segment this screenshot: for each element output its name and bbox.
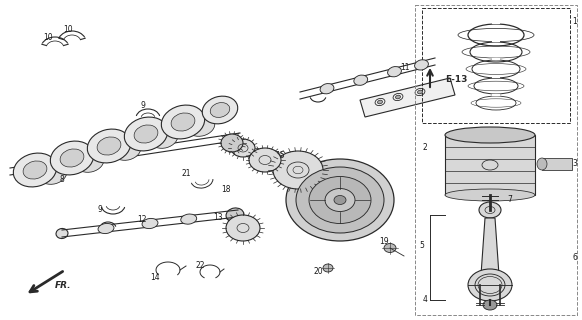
Text: 10: 10 [43,34,53,43]
Bar [422,8,570,123]
Ellipse shape [13,153,56,187]
Ellipse shape [320,84,334,94]
Ellipse shape [23,161,47,179]
Ellipse shape [396,95,400,99]
Ellipse shape [76,152,104,172]
Text: 14: 14 [150,274,160,283]
Ellipse shape [354,75,368,85]
Ellipse shape [249,148,281,172]
Ellipse shape [87,129,131,163]
Ellipse shape [226,208,244,222]
Ellipse shape [323,264,333,272]
Text: 22: 22 [195,260,205,269]
Ellipse shape [231,139,255,157]
Text: 13: 13 [213,213,223,222]
Ellipse shape [226,215,260,241]
Ellipse shape [98,223,114,234]
Text: 10: 10 [63,26,73,35]
Ellipse shape [181,214,197,224]
Ellipse shape [97,137,121,155]
Text: 5: 5 [420,241,424,250]
Ellipse shape [134,125,158,143]
Text: 9: 9 [98,205,102,214]
Text: 15: 15 [275,150,285,159]
Ellipse shape [142,219,158,228]
Text: 20: 20 [313,268,323,276]
Bar [415,5,577,315]
Polygon shape [481,218,499,275]
Ellipse shape [537,158,547,170]
Text: 11: 11 [400,63,410,73]
Ellipse shape [125,117,168,151]
Bar [542,158,572,170]
Text: 21: 21 [181,169,191,178]
Ellipse shape [210,103,230,117]
Ellipse shape [417,90,423,94]
Ellipse shape [378,100,382,104]
Text: E-13: E-13 [445,76,467,84]
Bar [445,135,535,195]
Text: 17: 17 [223,135,233,145]
Ellipse shape [445,127,535,143]
Ellipse shape [60,149,84,167]
Ellipse shape [296,167,384,233]
Ellipse shape [56,228,68,238]
Text: 18: 18 [221,186,230,195]
Ellipse shape [39,164,67,184]
Ellipse shape [384,244,396,252]
Ellipse shape [171,113,195,131]
Ellipse shape [483,300,497,310]
Ellipse shape [479,202,501,218]
Ellipse shape [388,67,402,77]
Text: 6: 6 [573,253,577,262]
Ellipse shape [113,140,141,160]
Ellipse shape [50,141,94,175]
Text: 7: 7 [508,196,512,204]
Ellipse shape [203,96,237,124]
Ellipse shape [414,60,428,70]
Ellipse shape [334,196,346,204]
Text: 16: 16 [245,148,255,157]
Text: 4: 4 [423,295,427,305]
Text: 8: 8 [59,175,65,185]
Text: 1: 1 [573,18,577,27]
Text: FR.: FR. [55,281,72,290]
Ellipse shape [187,116,215,136]
Ellipse shape [221,134,243,152]
Ellipse shape [161,105,205,139]
Ellipse shape [445,189,535,201]
Text: 12: 12 [137,215,147,225]
Ellipse shape [273,151,323,189]
Polygon shape [360,78,455,117]
Ellipse shape [286,159,394,241]
Text: 19: 19 [379,237,389,246]
Text: 3: 3 [573,158,577,167]
Ellipse shape [309,177,371,223]
Ellipse shape [325,188,355,212]
Ellipse shape [468,269,512,301]
Text: 2: 2 [423,143,427,153]
Ellipse shape [150,128,178,148]
Text: 9: 9 [141,100,146,109]
